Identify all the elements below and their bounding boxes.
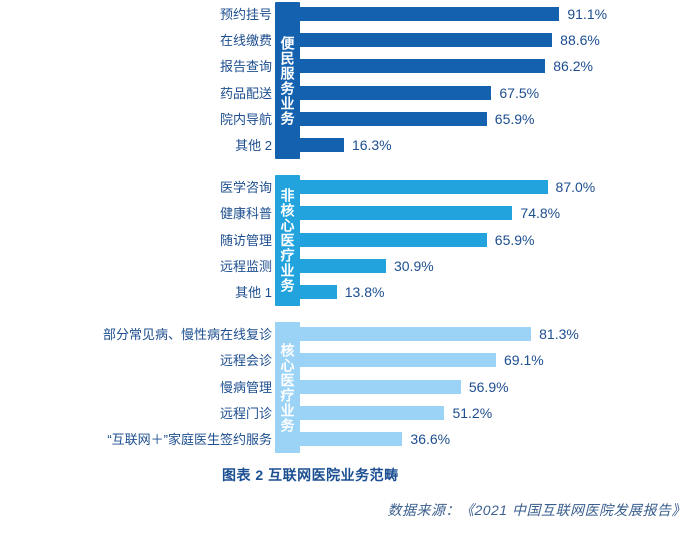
bar-category-label: 院内导航 [219, 111, 272, 127]
bar [297, 258, 386, 273]
bar-value-label: 81.3% [539, 326, 579, 343]
bar [297, 353, 496, 368]
bar-value-label: 91.1% [567, 6, 608, 22]
bar-category-label: “互联网＋”家庭医生签约服务 [107, 431, 272, 447]
bar-category-label: 药品配送 [219, 85, 272, 101]
bar [297, 206, 513, 221]
group-band: 便民服务业务 [275, 2, 300, 160]
bar-group: 核心医疗业务 部分常见病、慢性病在线复诊 81.3% 远程会诊 69.1% 慢病管理 56.… [0, 322, 700, 454]
bar-value-label: 16.3% [351, 137, 392, 153]
bar [297, 138, 344, 152]
bar-value-label: 65.9% [494, 231, 535, 248]
bar [297, 431, 403, 446]
bar [297, 327, 532, 342]
bar [297, 7, 560, 21]
group-band: 非核心医疗业务 [275, 175, 300, 307]
bar-category-label: 在线缴费 [219, 33, 272, 49]
bar [297, 85, 492, 100]
bar-category-label: 远程会诊 [219, 353, 272, 369]
bar-group: 便民服务业务 预约挂号 91.1% 在线缴费 88.6% 报告查询 86.2% 药品配送 67.… [0, 2, 700, 160]
bar-category-label: 部分常见病、慢性病在线复诊 [102, 327, 272, 343]
bar-row: “互联网＋”家庭医生签约服务 36.6% [0, 427, 700, 453]
bar-row: 院内导航 65.9% [0, 107, 700, 133]
bar-row: 药品配送 67.5% [0, 81, 700, 107]
bar-row: 远程门诊 51.2% [0, 401, 700, 427]
bar-row: 慢病管理 56.9% [0, 375, 700, 401]
bar-row: 远程会诊 69.1% [0, 348, 700, 374]
chart-caption: 图表 2 互联网医院业务范畴 [222, 467, 399, 483]
bar-row: 健康科普 74.8% [0, 201, 700, 227]
bar-category-label: 其他 2 [235, 138, 272, 153]
bar-value-label: 87.0% [555, 179, 596, 196]
bar-category-label: 慢病管理 [219, 379, 272, 395]
bar-row: 在线缴费 88.6% [0, 28, 700, 54]
bar-category-label: 预约挂号 [219, 7, 272, 22]
bar-row: 远程监测 30.9% [0, 254, 700, 280]
chart-source-note: 数据来源：《2021 中国互联网医院发展报告》 [387, 502, 686, 518]
bar-category-label: 随访管理 [219, 232, 272, 248]
bar-value-label: 51.2% [452, 404, 493, 421]
group-band: 核心医疗业务 [275, 322, 300, 454]
bar-row: 预约挂号 91.1% [0, 2, 700, 28]
bar-category-label: 医学咨询 [219, 180, 272, 196]
bar-category-label: 健康科普 [219, 206, 272, 222]
bar-row: 随访管理 65.9% [0, 228, 700, 254]
bar [297, 180, 548, 195]
bar-value-label: 86.2% [553, 58, 593, 75]
bar-category-label: 其他 1 [235, 284, 272, 300]
bar-value-label: 13.8% [344, 283, 385, 300]
bar-category-label: 远程监测 [219, 258, 272, 274]
bar-value-label: 30.9% [393, 257, 434, 274]
bar-value-label: 36.6% [410, 430, 451, 447]
bar-value-label: 67.5% [499, 84, 540, 101]
bar-value-label: 69.1% [504, 352, 544, 369]
group-band-label: 便民服务业务 [279, 35, 296, 126]
bar-value-label: 74.8% [520, 205, 561, 222]
bar-value-label: 88.6% [560, 32, 600, 49]
bar [297, 405, 445, 420]
bar [297, 33, 553, 48]
bar [297, 111, 487, 126]
bar [297, 379, 461, 394]
bar-category-label: 报告查询 [219, 59, 272, 75]
bar-row: 医学咨询 87.0% [0, 175, 700, 201]
group-band-label: 非核心医疗业务 [279, 188, 296, 294]
bar-value-label: 56.9% [468, 378, 509, 395]
chart-canvas: 便民服务业务 预约挂号 91.1% 在线缴费 88.6% 报告查询 86.2% 药品配送 67.… [0, 2, 700, 454]
bar-row: 报告查询 86.2% [0, 54, 700, 80]
bar-row: 部分常见病、慢性病在线复诊 81.3% [0, 322, 700, 348]
group-band-label: 核心医疗业务 [279, 342, 296, 433]
bar [297, 59, 546, 74]
bar [297, 284, 337, 299]
bar-group: 非核心医疗业务 医学咨询 87.0% 健康科普 74.8% 随访管理 65.9% 远程监测 30… [0, 175, 700, 307]
bar [297, 232, 487, 247]
bar-category-label: 远程门诊 [219, 405, 272, 421]
bar-row: 其他 2 16.3% [0, 133, 700, 159]
bar-row: 其他 1 13.8% [0, 280, 700, 306]
bar-value-label: 65.9% [494, 110, 535, 127]
